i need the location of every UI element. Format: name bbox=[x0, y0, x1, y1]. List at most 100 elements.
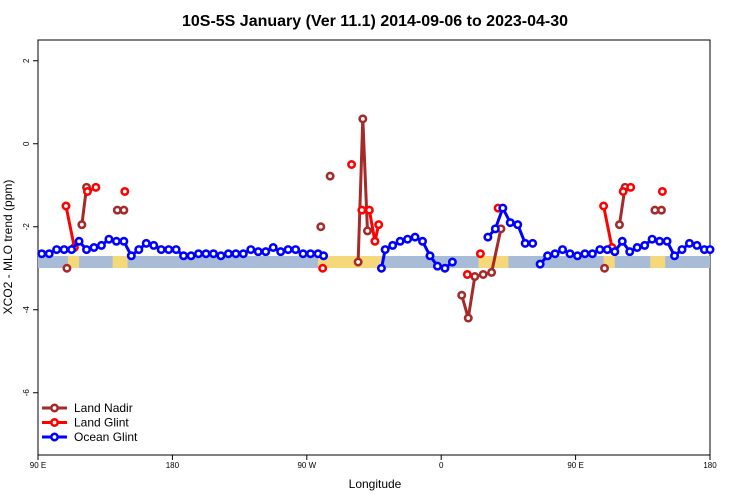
x-axis: 90 E 180 90 W 0 90 E 180 bbox=[30, 455, 717, 470]
data-point bbox=[558, 245, 568, 255]
data-point bbox=[104, 234, 114, 244]
data-point bbox=[483, 232, 493, 242]
data-point bbox=[418, 236, 428, 246]
data-point bbox=[149, 240, 159, 250]
land-band bbox=[67, 256, 666, 268]
data-point bbox=[376, 263, 386, 273]
data-point bbox=[59, 245, 69, 255]
data-point bbox=[618, 186, 628, 196]
data-point bbox=[291, 245, 301, 255]
data-point bbox=[246, 245, 256, 255]
data-point bbox=[316, 222, 326, 232]
data-point bbox=[490, 224, 500, 234]
series-ocean-glint bbox=[37, 203, 715, 273]
land-strip bbox=[67, 256, 80, 268]
data-point bbox=[670, 251, 680, 261]
data-point bbox=[447, 257, 457, 267]
data-point bbox=[37, 249, 47, 259]
data-point bbox=[306, 249, 316, 259]
data-point bbox=[89, 243, 99, 253]
data-point bbox=[67, 245, 77, 255]
data-point bbox=[318, 263, 328, 273]
data-point bbox=[120, 186, 130, 196]
data-point bbox=[126, 251, 136, 261]
data-point bbox=[156, 245, 166, 255]
data-point bbox=[276, 247, 286, 257]
legend-marker bbox=[49, 417, 59, 427]
y-tick-label: -4 bbox=[22, 306, 31, 314]
data-point bbox=[82, 186, 92, 196]
y-tick-label: 0 bbox=[22, 141, 31, 146]
data-point bbox=[640, 240, 650, 250]
data-point bbox=[595, 245, 605, 255]
data-point bbox=[684, 238, 694, 248]
data-point bbox=[208, 249, 218, 259]
data-point bbox=[253, 247, 263, 257]
series-land-nadir bbox=[62, 114, 666, 323]
data-point bbox=[550, 249, 560, 259]
data-point bbox=[403, 234, 413, 244]
data-point bbox=[487, 267, 497, 277]
data-point bbox=[692, 240, 702, 250]
data-point bbox=[705, 245, 715, 255]
y-axis-label: XCO2 - MLO trend (ppm) bbox=[1, 180, 15, 315]
data-point bbox=[587, 249, 597, 259]
data-point bbox=[261, 247, 271, 257]
data-point bbox=[656, 205, 666, 215]
data-point bbox=[134, 245, 144, 255]
data-point bbox=[119, 236, 129, 246]
data-point bbox=[657, 186, 667, 196]
series-line bbox=[356, 117, 369, 263]
data-point bbox=[119, 205, 129, 215]
data-point bbox=[505, 218, 515, 228]
data-point bbox=[520, 238, 530, 248]
data-point bbox=[647, 234, 657, 244]
land-strip bbox=[112, 256, 128, 268]
x-axis-label: Longitude bbox=[349, 477, 402, 491]
y-tick-label: -6 bbox=[22, 389, 31, 397]
data-point bbox=[353, 257, 363, 267]
data-point bbox=[535, 259, 545, 269]
data-point bbox=[462, 269, 472, 279]
data-point bbox=[186, 251, 196, 261]
x-tick-label: 90 E bbox=[567, 461, 583, 470]
x-tick-label: 180 bbox=[166, 461, 180, 470]
legend-label: Ocean Glint bbox=[74, 430, 138, 444]
data-point bbox=[388, 240, 398, 250]
data-point bbox=[677, 245, 687, 255]
data-point bbox=[662, 236, 672, 246]
data-point bbox=[599, 201, 609, 211]
data-point bbox=[357, 205, 367, 215]
data-point bbox=[96, 240, 106, 250]
data-point bbox=[655, 236, 665, 246]
data-point bbox=[179, 251, 189, 261]
data-point bbox=[498, 203, 508, 213]
data-point bbox=[91, 182, 101, 192]
data-point bbox=[410, 232, 420, 242]
data-point bbox=[632, 243, 642, 253]
data-point bbox=[268, 243, 278, 253]
chart-title: 10S-5S January (Ver 11.1) 2014-09-06 to … bbox=[182, 13, 568, 30]
data-point bbox=[572, 251, 582, 261]
data-point bbox=[362, 226, 372, 236]
data-point bbox=[602, 245, 612, 255]
data-point bbox=[201, 249, 211, 259]
data-point bbox=[470, 272, 480, 282]
y-axis: 2 0 -2 -4 -6 bbox=[22, 58, 38, 396]
land-strip bbox=[603, 256, 615, 268]
data-point bbox=[52, 245, 62, 255]
data-point bbox=[380, 245, 390, 255]
data-point bbox=[164, 245, 174, 255]
y-tick-label: 2 bbox=[22, 58, 31, 63]
data-point bbox=[325, 171, 335, 181]
data-point bbox=[141, 238, 151, 248]
data-point bbox=[626, 182, 636, 192]
data-point bbox=[61, 201, 71, 211]
data-point bbox=[600, 263, 610, 273]
data-point bbox=[457, 290, 467, 300]
data-point bbox=[238, 249, 248, 259]
data-point bbox=[610, 247, 620, 257]
data-point bbox=[62, 263, 72, 273]
